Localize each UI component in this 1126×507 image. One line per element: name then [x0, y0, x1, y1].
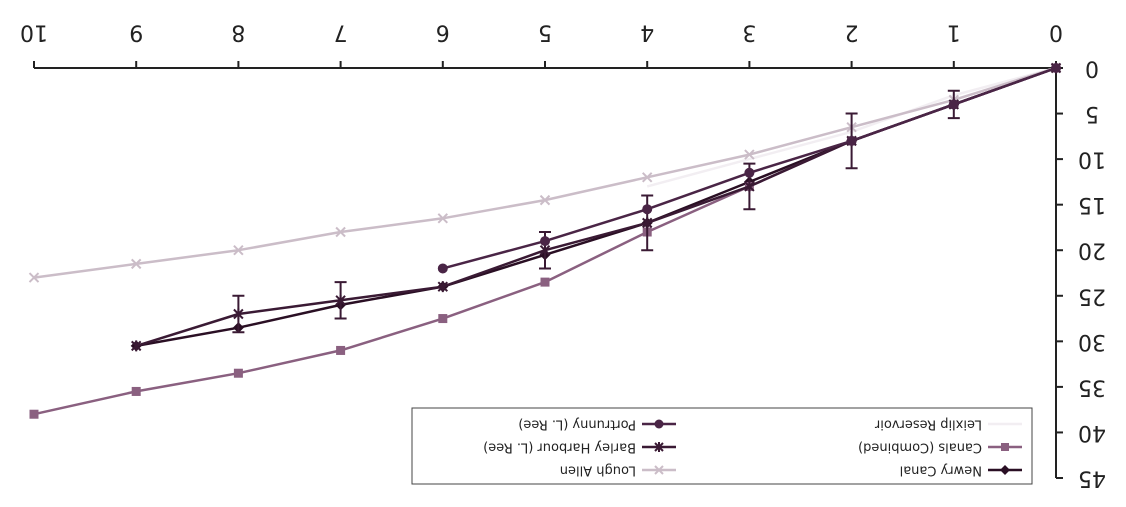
legend-label: Barley Harbour (L. Ree) [483, 440, 636, 455]
legend-marker [654, 419, 664, 429]
data-point [948, 99, 959, 110]
legend: Newry Canal Canals (Combined) Leixlip Rese… [411, 407, 1033, 485]
y-tick-label: 20 [1078, 238, 1106, 263]
legend-marker [1001, 443, 1009, 451]
data-point [642, 204, 653, 215]
legend-marker [654, 442, 664, 452]
data-point [744, 149, 755, 160]
x-tick-label: 9 [129, 20, 143, 45]
x-tick-label: 10 [20, 20, 48, 45]
data-point [540, 277, 550, 287]
x-tick-label: 0 [1049, 20, 1063, 45]
data-point [28, 272, 40, 283]
y-tick-label: 5 [1085, 101, 1099, 126]
data-point [540, 236, 550, 247]
x-tick-label: 1 [947, 20, 961, 45]
x-tick-label: 2 [845, 20, 859, 45]
data-point [336, 345, 346, 355]
axes [34, 62, 1062, 478]
legend-item-canals-combined: Canals (Combined) [858, 440, 1022, 455]
data-point [130, 258, 142, 270]
y-tick-label: 25 [1078, 283, 1106, 308]
data-point [130, 340, 142, 352]
x-tick-label: 8 [231, 20, 245, 45]
data-point [846, 135, 857, 146]
data-point [641, 172, 653, 183]
y-tick-label: 15 [1078, 192, 1106, 217]
data-point [539, 244, 551, 256]
y-tick-label: 35 [1078, 374, 1106, 399]
legend-item-lough-allen: Lough Allen [560, 463, 676, 478]
data-point [233, 308, 244, 320]
data-point [335, 294, 346, 306]
y-tick-label: 30 [1078, 329, 1106, 354]
legend-marker [654, 465, 664, 475]
legend-box [411, 407, 1033, 485]
x-tick-label: 4 [640, 20, 654, 45]
x-tick-label: 6 [436, 20, 450, 45]
x-tick-label: 7 [334, 20, 348, 45]
data-point [437, 213, 449, 224]
y-tick-label: 0 [1085, 56, 1099, 81]
x-tick-label: 5 [538, 20, 552, 45]
data-point [437, 281, 449, 293]
data-point [233, 245, 244, 256]
legend-label: Leixlip Reservoir [874, 417, 982, 432]
data-point [1051, 63, 1061, 73]
y-tick-label: 45 [1078, 466, 1106, 491]
legend-label: Canals (Combined) [858, 440, 982, 455]
data-point [437, 263, 448, 274]
legend-label: Portrunny (L. Ree) [518, 417, 636, 432]
legend-label: Newry Canal [900, 463, 982, 478]
legend-item-portrunny-l-ree: Portrunny (L. Ree) [518, 417, 676, 432]
data-point [335, 226, 346, 238]
legend-item-leixlip-reservoir: Leixlip Reservoir [874, 417, 1022, 432]
data-point [744, 167, 755, 178]
legend-label: Lough Allen [560, 463, 636, 478]
legend-item-barley-harbour-l-ree: Barley Harbour (L. Ree) [483, 440, 676, 455]
legend-item-newry-canal: Newry Canal [900, 463, 1022, 478]
data-point [131, 386, 141, 396]
data-point [641, 217, 653, 229]
data-point [539, 194, 551, 206]
data-point [438, 314, 448, 324]
series-portrunny-l-ree [437, 63, 1061, 274]
legend-marker [1000, 465, 1010, 475]
series-layer [28, 62, 1062, 419]
data-point [233, 368, 243, 378]
y-tick-label: 10 [1078, 147, 1106, 172]
x-tick-label: 3 [742, 20, 756, 45]
y-tick-label: 40 [1078, 420, 1106, 445]
data-point [744, 180, 755, 192]
data-point [29, 409, 39, 419]
